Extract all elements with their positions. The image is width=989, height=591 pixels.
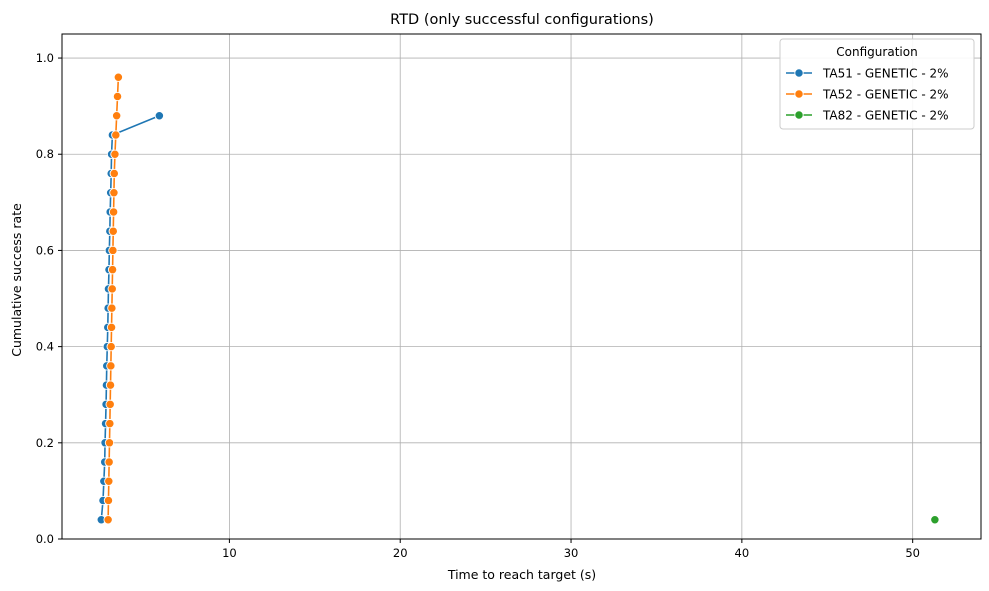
data-point <box>154 111 165 121</box>
data-point <box>103 495 114 506</box>
legend: Configuration TA51 - GENETIC - 2% TA52 - … <box>779 38 975 130</box>
data-point <box>107 284 117 294</box>
series-3 <box>930 515 940 525</box>
data-point <box>105 380 116 390</box>
data-point <box>106 341 116 352</box>
legend-label: TA82 - GENETIC - 2% <box>822 109 949 123</box>
chart-title: RTD (only successful configurations) <box>390 12 654 28</box>
data-point <box>112 111 122 121</box>
y-tick-label: 0.6 <box>36 243 54 257</box>
legend-item: TA82 - GENETIC - 2% <box>786 109 949 123</box>
legend-box <box>779 38 975 130</box>
x-tick-label: 20 <box>393 546 408 560</box>
x-tick-label: 50 <box>905 546 920 560</box>
y-tick-label: 0.4 <box>36 340 54 354</box>
data-point <box>107 303 117 313</box>
data-point <box>113 72 124 82</box>
data-point <box>109 168 119 179</box>
legend-label: TA51 - GENETIC - 2% <box>822 67 949 81</box>
data-point <box>103 515 113 525</box>
data-point <box>108 226 118 236</box>
series-line <box>100 115 160 520</box>
legend-marker <box>794 110 804 120</box>
data-point <box>108 207 119 217</box>
data-point <box>104 438 115 448</box>
data-series <box>96 72 940 525</box>
data-point <box>104 476 114 486</box>
data-point <box>109 188 119 198</box>
x-tick-label: 30 <box>564 546 579 560</box>
data-point <box>106 361 116 371</box>
y-tick-label: 0.0 <box>36 532 54 546</box>
data-point <box>105 418 115 429</box>
x-tick-label: 10 <box>222 546 237 560</box>
x-tick-label: 40 <box>735 546 750 560</box>
legend-items: TA51 - GENETIC - 2% TA52 - GENETIC - 2% TA… <box>786 67 949 123</box>
data-point <box>106 322 117 333</box>
y-tick-label: 1.0 <box>36 51 54 65</box>
data-point <box>930 515 940 525</box>
data-point <box>105 399 115 409</box>
data-point <box>112 91 123 102</box>
y-tick-label: 0.2 <box>36 436 54 450</box>
legend-item: TA52 - GENETIC - 2% <box>786 88 949 102</box>
data-point <box>108 245 118 256</box>
legend-marker <box>794 68 804 78</box>
data-point <box>110 149 120 159</box>
y-axis-label: Cumulative success rate <box>9 203 24 357</box>
legend-label: TA52 - GENETIC - 2% <box>822 88 949 102</box>
legend-marker <box>794 89 804 99</box>
x-axis-label: Time to reach target (s) <box>447 567 596 582</box>
data-point <box>104 457 114 467</box>
legend-item: TA51 - GENETIC - 2% <box>786 67 949 81</box>
y-tick-label: 0.8 <box>36 147 54 161</box>
data-point <box>107 265 118 275</box>
axes <box>58 33 982 543</box>
tick-labels: 10 20 30 40 50 0.0 0.2 0.4 0.6 0.8 1.0 <box>36 51 920 560</box>
series-2 <box>103 72 124 525</box>
data-point <box>111 130 121 140</box>
legend-title: Configuration <box>836 45 917 59</box>
plot-frame <box>61 33 982 540</box>
